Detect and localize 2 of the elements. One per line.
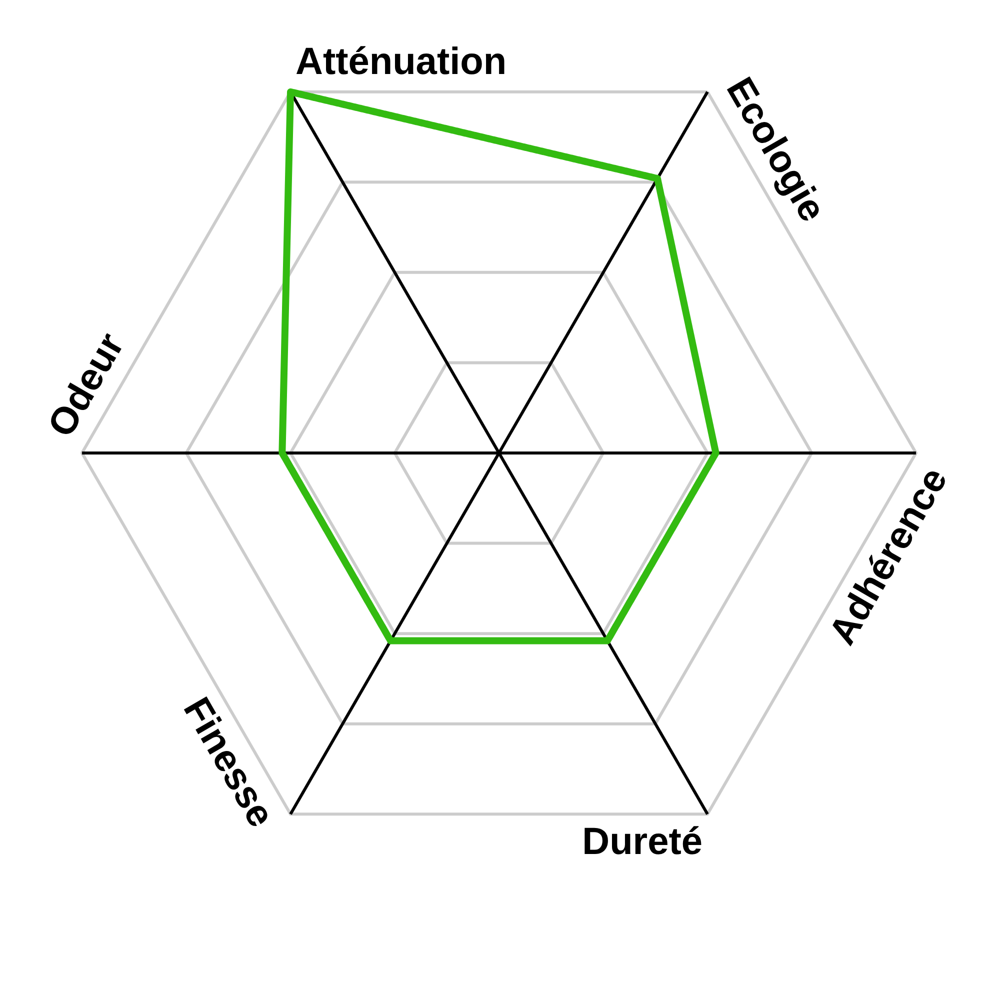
spoke-label: Atténuation [296,40,507,83]
spoke-label: Dureté [582,821,702,864]
